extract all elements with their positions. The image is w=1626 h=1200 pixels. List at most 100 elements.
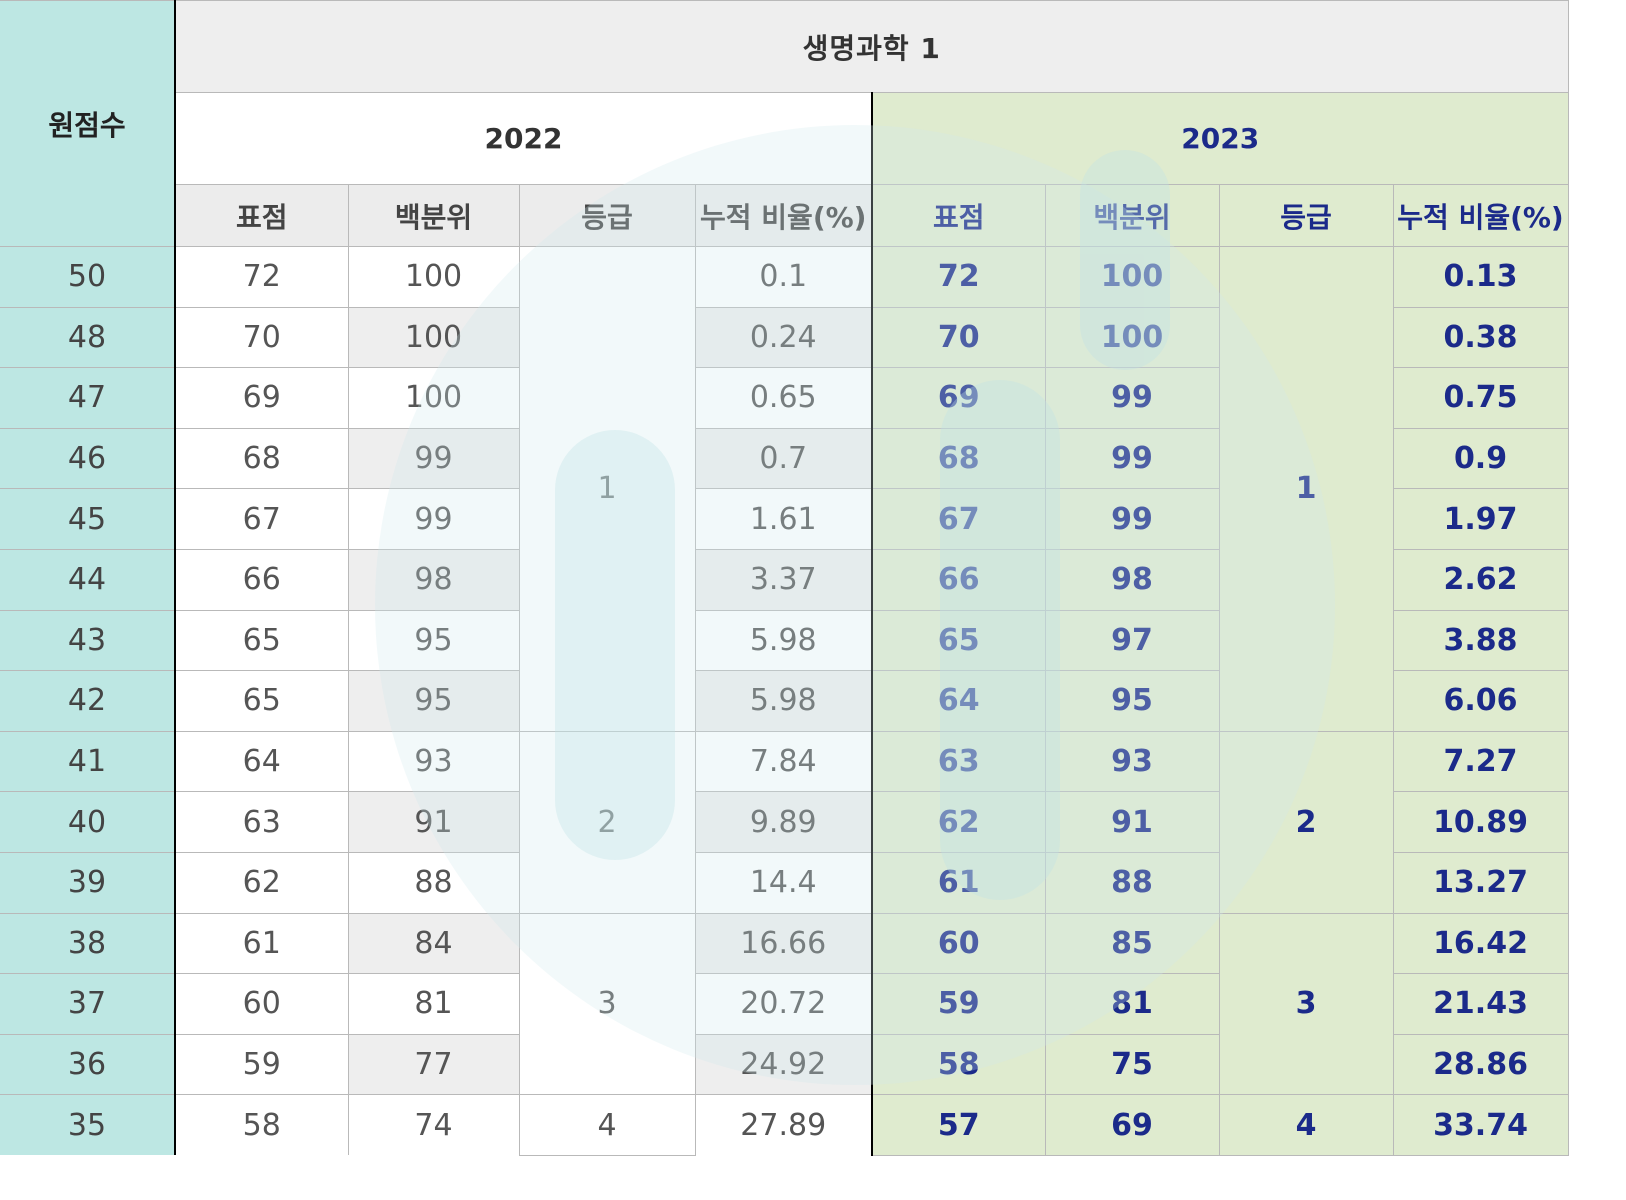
percentile-2023-cell: 100 [1044, 246, 1220, 308]
raw-score-cell: 44 [0, 548, 176, 611]
standard-score-2022-cell: 65 [174, 670, 349, 732]
standard-score-2023-cell: 67 [871, 488, 1046, 550]
grade-2023-cell: 2 [1218, 730, 1394, 914]
standard-score-2022-cell: 58 [174, 1094, 349, 1156]
col-grade-2022: 등급 [518, 184, 696, 247]
percentile-2022-cell: 100 [347, 367, 520, 429]
standard-score-2023-cell: 59 [871, 973, 1046, 1035]
standard-score-2023-cell: 66 [871, 548, 1046, 611]
cumulative-2022-cell: 5.98 [694, 609, 873, 671]
col-standard-score-2022: 표점 [174, 184, 349, 247]
percentile-2023-cell: 85 [1044, 912, 1220, 975]
year-2023-header: 2023 [871, 92, 1569, 185]
percentile-2022-cell: 95 [347, 670, 520, 732]
raw-score-cell: 40 [0, 791, 176, 853]
percentile-2022-cell: 81 [347, 973, 520, 1035]
raw-score-cell: 48 [0, 306, 176, 368]
grade-2022-cell: 3 [518, 912, 696, 1096]
standard-score-2022-cell: 59 [174, 1033, 349, 1095]
cumulative-2023-cell: 0.13 [1392, 246, 1569, 308]
table-row: 41 64 93 2 7.84 63 93 2 7.27 [0, 730, 1569, 914]
standard-score-2023-cell: 70 [871, 306, 1046, 369]
standard-score-2022-cell: 70 [174, 306, 349, 368]
percentile-2023-cell: 75 [1044, 1033, 1220, 1096]
cumulative-2022-cell: 0.24 [694, 306, 873, 368]
score-conversion-table-wrapper: 원점수 생명과학 1 2022 2023 표점 백분위 등급 누적 비율(%) … [0, 0, 1569, 1156]
percentile-2023-cell: 91 [1044, 791, 1220, 853]
standard-score-2023-cell: 57 [871, 1094, 1046, 1156]
raw-score-header: 원점수 [0, 0, 176, 247]
cumulative-2022-cell: 0.7 [694, 427, 873, 489]
percentile-2022-cell: 93 [347, 730, 520, 792]
cumulative-2023-cell: 2.62 [1392, 548, 1569, 611]
table-row: 36 59 77 24.92 58 75 28.86 [0, 1033, 1569, 1096]
standard-score-2022-cell: 67 [174, 488, 349, 550]
percentile-2022-cell: 91 [347, 791, 520, 853]
subject-title: 생명과학 1 [174, 0, 1569, 93]
grade-2023-cell: 3 [1218, 912, 1394, 1096]
raw-score-cell: 46 [0, 427, 176, 489]
cumulative-2023-cell: 16.42 [1392, 912, 1569, 975]
standard-score-2022-cell: 69 [174, 367, 349, 429]
raw-score-cell: 35 [0, 1094, 176, 1156]
grade-2022-cell: 1 [518, 246, 696, 732]
grade-2022-cell: 4 [518, 1094, 696, 1156]
table-row: 35 58 74 4 27.89 57 69 4 33.74 [0, 1094, 1569, 1156]
raw-score-cell: 39 [0, 851, 176, 914]
grade-2023-cell: 1 [1218, 246, 1394, 732]
cumulative-2022-cell: 7.84 [694, 730, 873, 792]
percentile-2022-cell: 99 [347, 488, 520, 550]
cumulative-2023-cell: 10.89 [1392, 791, 1569, 853]
cumulative-2022-cell: 9.89 [694, 791, 873, 853]
percentile-2023-cell: 69 [1044, 1094, 1220, 1156]
percentile-2023-cell: 99 [1044, 427, 1220, 490]
table-row: 48 70 100 0.24 70 100 0.38 [0, 306, 1569, 369]
percentile-2023-cell: 95 [1044, 670, 1220, 732]
percentile-2022-cell: 100 [347, 306, 520, 368]
percentile-2023-cell: 98 [1044, 548, 1220, 611]
standard-score-2023-cell: 60 [871, 912, 1046, 975]
cumulative-2022-cell: 24.92 [694, 1033, 873, 1095]
standard-score-2022-cell: 63 [174, 791, 349, 853]
percentile-2023-cell: 99 [1044, 367, 1220, 429]
raw-score-cell: 43 [0, 609, 176, 671]
col-cumulative-2022: 누적 비율(%) [694, 184, 873, 247]
standard-score-2023-cell: 72 [871, 246, 1046, 308]
raw-score-cell: 38 [0, 912, 176, 974]
raw-score-cell: 41 [0, 730, 176, 792]
percentile-2022-cell: 100 [347, 246, 520, 308]
cumulative-2023-cell: 3.88 [1392, 609, 1569, 672]
cumulative-2023-cell: 7.27 [1392, 730, 1569, 793]
percentile-2023-cell: 88 [1044, 851, 1220, 914]
standard-score-2022-cell: 68 [174, 427, 349, 489]
standard-score-2023-cell: 58 [871, 1033, 1046, 1096]
standard-score-2023-cell: 62 [871, 791, 1046, 853]
col-cumulative-2023: 누적 비율(%) [1392, 184, 1569, 247]
raw-score-cell: 47 [0, 367, 176, 429]
standard-score-2022-cell: 60 [174, 973, 349, 1035]
standard-score-2022-cell: 72 [174, 246, 349, 308]
cumulative-2023-cell: 0.75 [1392, 367, 1569, 429]
cumulative-2022-cell: 20.72 [694, 973, 873, 1035]
cumulative-2022-cell: 27.89 [694, 1094, 873, 1156]
grade-2022-cell: 2 [518, 730, 696, 914]
table-row: 44 66 98 3.37 66 98 2.62 [0, 548, 1569, 611]
table-row: 43 65 95 5.98 65 97 3.88 [0, 609, 1569, 672]
cumulative-2023-cell: 0.38 [1392, 306, 1569, 369]
cumulative-2023-cell: 21.43 [1392, 973, 1569, 1035]
percentile-2023-cell: 99 [1044, 488, 1220, 550]
percentile-2022-cell: 95 [347, 609, 520, 671]
standard-score-2023-cell: 63 [871, 730, 1046, 793]
standard-score-2022-cell: 62 [174, 851, 349, 914]
table-row: 45 67 99 1.61 67 99 1.97 [0, 488, 1569, 550]
percentile-2022-cell: 74 [347, 1094, 520, 1156]
col-standard-score-2023: 표점 [871, 184, 1046, 247]
table-header: 원점수 생명과학 1 2022 2023 표점 백분위 등급 누적 비율(%) … [0, 0, 1569, 247]
raw-score-cell: 42 [0, 670, 176, 732]
standard-score-2022-cell: 66 [174, 548, 349, 611]
cumulative-2023-cell: 6.06 [1392, 670, 1569, 732]
standard-score-2023-cell: 68 [871, 427, 1046, 490]
raw-score-cell: 50 [0, 246, 176, 308]
col-grade-2023: 등급 [1218, 184, 1394, 247]
table-row: 50 72 100 1 0.1 72 100 1 0.13 [0, 246, 1569, 732]
